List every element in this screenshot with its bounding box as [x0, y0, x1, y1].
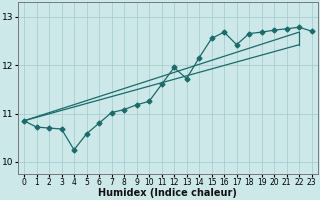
X-axis label: Humidex (Indice chaleur): Humidex (Indice chaleur)	[98, 188, 237, 198]
